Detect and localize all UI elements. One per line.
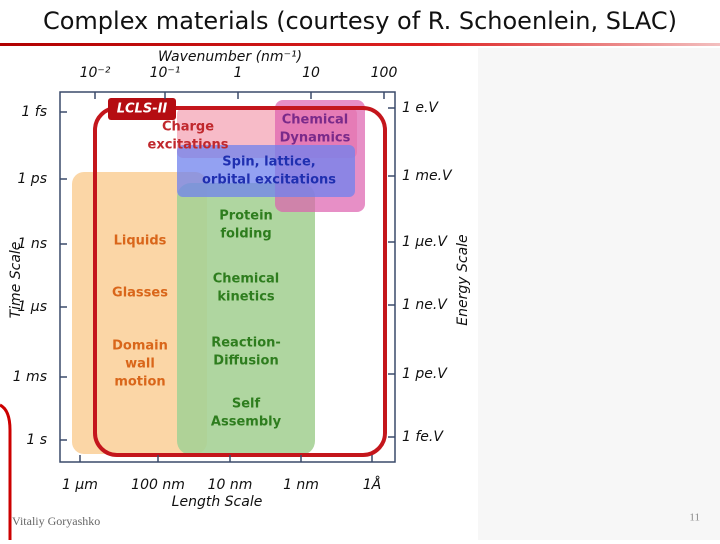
right-axis-label: Energy Scale (455, 234, 471, 325)
region-label: Liquids (114, 234, 167, 249)
region-label: Diffusion (213, 354, 278, 369)
page-number: 11 (689, 512, 700, 524)
region-label: Charge (162, 120, 214, 135)
region-label: Self (232, 397, 261, 412)
region-label: Chemical (282, 113, 349, 128)
left-axis-label: Time Scale (8, 242, 24, 319)
top-tick-label: 1 (234, 65, 243, 81)
region-label: Protein (219, 209, 273, 224)
right-tick-label: 1 fe.V (402, 429, 444, 445)
axis-frame (59, 91, 396, 463)
bottom-tick-label: 1 μm (62, 477, 98, 493)
region-orange (72, 172, 207, 454)
left-tick-label: 1 fs (21, 104, 47, 120)
top-tick-label: 10⁻² (80, 65, 111, 81)
region-label: folding (220, 227, 271, 242)
left-tick-label: 1 ps (17, 171, 47, 187)
region-label: Glasses (112, 286, 168, 301)
lcls-label: LCLS-II (117, 102, 168, 117)
region-label: Dynamics (280, 131, 351, 146)
left-tick-label: 1 ms (13, 369, 47, 385)
decor-curve (0, 403, 12, 540)
footer-author: Vitaliy Goryashko (12, 514, 100, 528)
lcls-frame (93, 106, 387, 457)
top-axis-label: Wavenumber (nm⁻¹) (158, 49, 302, 65)
side-panel (478, 48, 720, 540)
top-tick-label: 10⁻¹ (150, 65, 181, 81)
right-tick-label: 1 e.V (402, 100, 439, 116)
region-green (177, 183, 315, 455)
lcls-badge (108, 98, 176, 120)
region-label: orbital excitations (202, 173, 336, 188)
top-tick-label: 100 (371, 65, 398, 81)
bottom-axis-label: Length Scale (172, 494, 263, 510)
axes (59, 91, 396, 463)
right-tick-label: 1 me.V (402, 168, 453, 184)
region-label: Assembly (211, 415, 282, 430)
region-label: kinetics (217, 290, 275, 305)
bottom-tick-label: 10 nm (208, 477, 253, 493)
right-tick-label: 1 pe.V (402, 366, 448, 382)
left-tick-label: 1 ns (17, 236, 47, 252)
slide-title: Complex materials (courtesy of R. Schoen… (43, 7, 677, 35)
region-label: excitations (148, 138, 229, 153)
region-label: motion (114, 375, 165, 390)
right-tick-label: 1 ne.V (402, 297, 448, 313)
region-blue (177, 145, 355, 197)
left-tick-label: 1 s (26, 432, 47, 448)
title-rule (0, 43, 720, 46)
right-tick-label: 1 μe.V (402, 234, 448, 250)
region-label: wall (125, 357, 155, 372)
region-label: Reaction- (211, 336, 281, 351)
region-label: Spin, lattice, (222, 155, 315, 170)
bottom-tick-label: 1Å (363, 476, 381, 493)
left-tick-label: 1 μs (17, 299, 47, 315)
region-label: Chemical (213, 272, 280, 287)
bottom-tick-label: 1 nm (283, 477, 319, 493)
top-tick-label: 10 (302, 65, 320, 81)
bottom-tick-label: 100 nm (131, 477, 185, 493)
region-label: Domain (112, 339, 168, 354)
